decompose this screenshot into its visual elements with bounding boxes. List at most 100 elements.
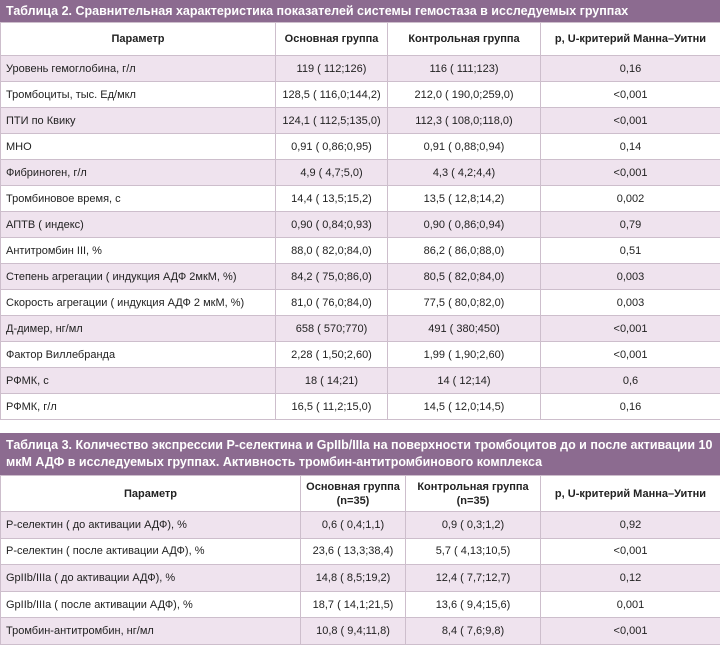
header-cell: Параметр <box>0 475 301 512</box>
value-cell: 18,7 ( 14,1;21,5) <box>300 590 406 619</box>
value-cell: 81,0 ( 76,0;84,0) <box>275 289 388 316</box>
value-cell: 491 ( 380;450) <box>387 315 541 342</box>
value-cell: 1,99 ( 1,90;2,60) <box>387 341 541 368</box>
table-header: Параметр Основная группа (n=35) Контрольная… <box>0 475 720 512</box>
table-body: Р-селектин ( до активации АДФ), % 0,6 ( 0… <box>0 511 720 645</box>
value-cell: 4,9 ( 4,7;5,0) <box>275 159 388 186</box>
value-cell: <0,001 <box>540 81 720 108</box>
value-cell: 0,90 ( 0,84;0,93) <box>275 211 388 238</box>
value-cell: 12,4 ( 7,7;12,7) <box>405 564 541 592</box>
value-cell: 14,4 ( 13,5;15,2) <box>275 185 388 212</box>
header-cell: Контрольная группа (n=35) <box>405 475 541 512</box>
value-cell: <0,001 <box>540 537 720 566</box>
parameter-cell: РФМК, г/л <box>0 393 276 420</box>
table-row: Фибриноген, г/л 4,9 ( 4,7;5,0) 4,3 ( 4,2;4… <box>0 159 720 186</box>
value-cell: 88,0 ( 82,0;84,0) <box>275 237 388 264</box>
table-row: МНО 0,91 ( 0,86;0,95) 0,91 ( 0,88;0,94) 0,1… <box>0 133 720 160</box>
header-row: Параметр Основная группа (n=35) Контрольная… <box>0 475 720 512</box>
value-cell: 5,7 ( 4,13;10,5) <box>405 537 541 566</box>
parameter-cell: Фибриноген, г/л <box>0 159 276 186</box>
data-table: Параметр Основная группа Контрольная групп… <box>0 22 720 420</box>
table-row: Тромбин-антитромбин, нг/мл 10,8 ( 9,4;11,… <box>0 617 720 645</box>
value-cell: 124,1 ( 112,5;135,0) <box>275 107 388 134</box>
header-cell: Параметр <box>0 22 276 56</box>
value-cell: 23,6 ( 13,3;38,4) <box>300 537 406 566</box>
parameter-cell: Р-селектин ( после активации АДФ), % <box>0 537 301 566</box>
value-cell: 212,0 ( 190,0;259,0) <box>387 81 541 108</box>
value-cell: 0,16 <box>540 55 720 82</box>
value-cell: 80,5 ( 82,0;84,0) <box>387 263 541 290</box>
value-cell: 0,92 <box>540 511 720 539</box>
parameter-cell: Антитромбин III, % <box>0 237 276 264</box>
table-row: GpIIb/IIIa ( до активации АДФ), % 14,8 ( … <box>0 564 720 592</box>
parameter-cell: GpIIb/IIIa ( до активации АДФ), % <box>0 564 301 592</box>
value-cell: 18 ( 14;21) <box>275 367 388 394</box>
parameter-cell: Тромбин-антитромбин, нг/мл <box>0 617 301 645</box>
value-cell: <0,001 <box>540 341 720 368</box>
value-cell: 86,2 ( 86,0;88,0) <box>387 237 541 264</box>
value-cell: <0,001 <box>540 159 720 186</box>
header-text: Параметр <box>123 487 178 500</box>
table-row: Степень агрегации ( индукция АДФ 2мкМ, %… <box>0 263 720 290</box>
value-cell: 658 ( 570;770) <box>275 315 388 342</box>
parameter-cell: Тромбоциты, тыс. Ед/мкл <box>0 81 276 108</box>
value-cell: 77,5 ( 80,0;82,0) <box>387 289 541 316</box>
value-cell: 0,6 <box>540 367 720 394</box>
table-row: РФМК, с 18 ( 14;21) 14 ( 12;14) 0,6 <box>0 367 720 394</box>
value-cell: 13,5 ( 12,8;14,2) <box>387 185 541 212</box>
table-row: АПТВ ( индекс) 0,90 ( 0,84;0,93) 0,90 ( 0,… <box>0 211 720 238</box>
value-cell: 0,91 ( 0,86;0,95) <box>275 133 388 160</box>
value-cell: 128,5 ( 116,0;144,2) <box>275 81 388 108</box>
value-cell: 0,79 <box>540 211 720 238</box>
parameter-cell: Р-селектин ( до активации АДФ), % <box>0 511 301 539</box>
header-text: Основная группа <box>306 480 400 493</box>
value-cell: 0,12 <box>540 564 720 592</box>
value-cell: 0,9 ( 0,3;1,2) <box>405 511 541 539</box>
value-cell: 14 ( 12;14) <box>387 367 541 394</box>
table-row: ПТИ по Квику 124,1 ( 112,5;135,0) 112,3 ( … <box>0 107 720 134</box>
header-text: p, U-критерий Манна–Уитни <box>554 487 707 500</box>
header-cell: p, U-критерий Манна–Уитни <box>540 475 720 512</box>
value-cell: 0,6 ( 0,4;1,1) <box>300 511 406 539</box>
header-text: (n=35) <box>456 494 490 507</box>
value-cell: 4,3 ( 4,2;4,4) <box>387 159 541 186</box>
header-cell: p, U-критерий Манна–Уитни <box>540 22 720 56</box>
value-cell: 119 ( 112;126) <box>275 55 388 82</box>
value-cell: 2,28 ( 1,50;2,60) <box>275 341 388 368</box>
parameter-cell: Степень агрегации ( индукция АДФ 2мкМ, %… <box>0 263 276 290</box>
value-cell: 0,14 <box>540 133 720 160</box>
table-row: Р-селектин ( до активации АДФ), % 0,6 ( 0… <box>0 511 720 539</box>
header-text: Контрольная группа <box>417 480 529 493</box>
value-cell: 13,6 ( 9,4;15,6) <box>405 590 541 619</box>
data-table: Параметр Основная группа (n=35) Контрольная… <box>0 475 720 645</box>
value-cell: <0,001 <box>540 315 720 342</box>
value-cell: 14,8 ( 8,5;19,2) <box>300 564 406 592</box>
table-title: Таблица 3. Количество экспрессии Р-селек… <box>0 433 720 475</box>
table-body: Уровень гемоглобина, г/л 119 ( 112;126) 11… <box>0 55 720 420</box>
table-row: Фактор Виллебранда 2,28 ( 1,50;2,60) 1,99 … <box>0 341 720 368</box>
value-cell: 0,91 ( 0,88;0,94) <box>387 133 541 160</box>
table-row: Антитромбин III, % 88,0 ( 82,0;84,0) 86,2 … <box>0 237 720 264</box>
table-row: Уровень гемоглобина, г/л 119 ( 112;126) 11… <box>0 55 720 82</box>
table-row: GpIIb/IIIa ( после активации АДФ), % 18,7… <box>0 590 720 619</box>
table-row: Скорость агрегации ( индукция АДФ 2 мкМ,… <box>0 289 720 316</box>
value-cell: <0,001 <box>540 617 720 645</box>
table-row: Р-селектин ( после активации АДФ), % 23,6… <box>0 537 720 566</box>
value-cell: 112,3 ( 108,0;118,0) <box>387 107 541 134</box>
header-cell: Основная группа (n=35) <box>300 475 406 512</box>
table-row: Тромбиновое время, с 14,4 ( 13,5;15,2) 13,… <box>0 185 720 212</box>
parameter-cell: Скорость агрегации ( индукция АДФ 2 мкМ,… <box>0 289 276 316</box>
value-cell: 0,003 <box>540 263 720 290</box>
value-cell: 10,8 ( 9,4;11,8) <box>300 617 406 645</box>
header-cell: Основная группа <box>275 22 388 56</box>
table-row: РФМК, г/л 16,5 ( 11,2;15,0) 14,5 ( 12,0;14… <box>0 393 720 420</box>
parameter-cell: Уровень гемоглобина, г/л <box>0 55 276 82</box>
header-row: Параметр Основная группа Контрольная групп… <box>0 22 720 56</box>
parameter-cell: GpIIb/IIIa ( после активации АДФ), % <box>0 590 301 619</box>
parameter-cell: Фактор Виллебранда <box>0 341 276 368</box>
value-cell: 16,5 ( 11,2;15,0) <box>275 393 388 420</box>
parameter-cell: Д-димер, нг/мл <box>0 315 276 342</box>
parameter-cell: МНО <box>0 133 276 160</box>
value-cell: 0,16 <box>540 393 720 420</box>
table-row: Тромбоциты, тыс. Ед/мкл 128,5 ( 116,0;144… <box>0 81 720 108</box>
